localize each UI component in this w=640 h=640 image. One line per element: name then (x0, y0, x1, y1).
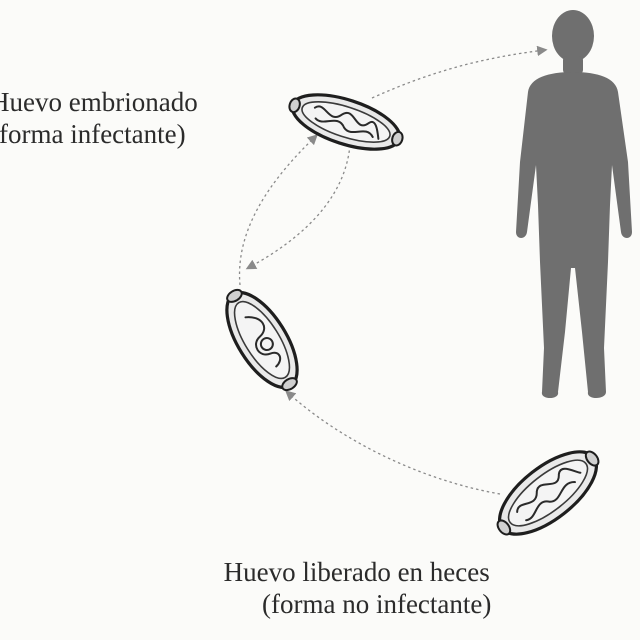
arrow-developing-to-embryonated (238, 134, 318, 286)
released-egg-label: Huevo liberado en heces (forma no infect… (222, 556, 492, 620)
embryonated-egg (288, 93, 404, 151)
released-egg (496, 450, 600, 536)
embryonated-egg-label-line1: Huevo embrionado (0, 87, 198, 117)
arrow-embryonated-to-human (371, 45, 548, 99)
human-silhouette-icon (516, 10, 632, 398)
embryonated-egg-label: Huevo embrionado (forma infectante) (0, 86, 198, 150)
released-egg-label-line2: (forma no infectante) (262, 589, 492, 619)
arrow-embryonated-to-developing (245, 144, 351, 270)
arrow-released-to-developing (285, 390, 501, 495)
embryonated-egg-label-line2: (forma infectante) (0, 119, 186, 149)
released-egg-label-line1: Huevo liberado en heces (223, 557, 490, 587)
developing-egg (225, 288, 299, 392)
